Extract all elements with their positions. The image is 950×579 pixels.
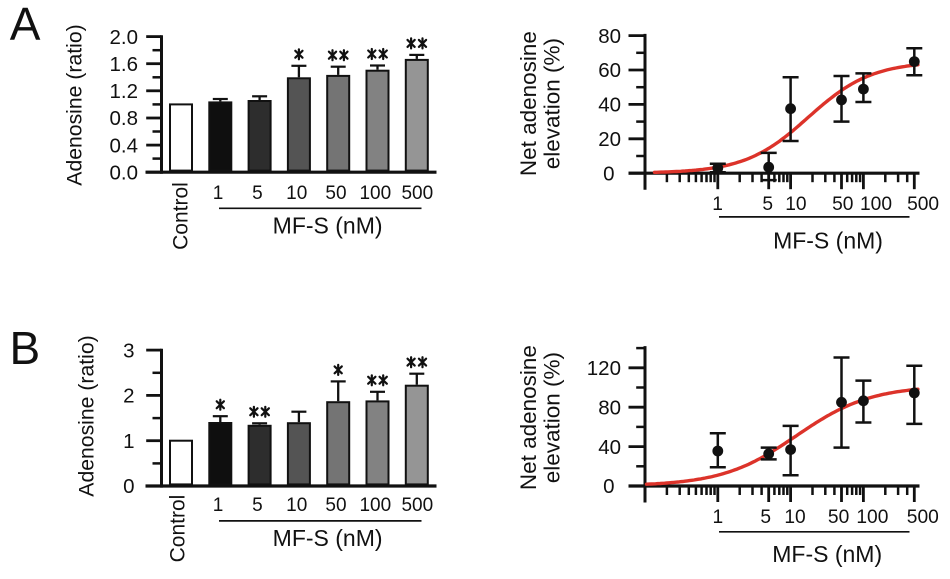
svg-text:A: A — [10, 0, 41, 50]
svg-text:50: 50 — [828, 507, 849, 528]
svg-text:Net adenosine: Net adenosine — [516, 31, 541, 176]
svg-text:1: 1 — [213, 495, 224, 516]
svg-text:MF-S (nM): MF-S (nM) — [772, 541, 882, 567]
svg-text:10: 10 — [784, 507, 805, 528]
svg-text:500: 500 — [907, 194, 939, 215]
svg-text:2: 2 — [123, 385, 134, 408]
svg-text:80: 80 — [598, 396, 621, 419]
svg-text:elevation (%): elevation (%) — [540, 352, 565, 483]
svg-text:40: 40 — [598, 436, 621, 459]
svg-text:MF-S (nM): MF-S (nM) — [273, 525, 383, 551]
svg-text:2.0: 2.0 — [110, 26, 139, 49]
svg-text:1.6: 1.6 — [110, 53, 139, 76]
svg-text:B: B — [10, 322, 41, 374]
svg-text:5: 5 — [760, 507, 771, 528]
svg-text:120: 120 — [587, 357, 621, 380]
svg-text:50: 50 — [325, 495, 346, 516]
svg-text:10: 10 — [286, 495, 307, 516]
svg-text:50: 50 — [832, 194, 853, 215]
svg-text:500: 500 — [907, 507, 939, 528]
svg-text:0: 0 — [603, 475, 614, 498]
svg-text:0: 0 — [603, 162, 614, 185]
svg-text:100: 100 — [359, 495, 391, 516]
svg-text:elevation (%): elevation (%) — [540, 38, 565, 169]
svg-text:5: 5 — [762, 194, 773, 215]
svg-text:3: 3 — [123, 339, 134, 362]
svg-text:100: 100 — [860, 194, 892, 215]
svg-text:Control: Control — [167, 495, 190, 563]
svg-text:500: 500 — [401, 495, 433, 516]
svg-text:MF-S (nM): MF-S (nM) — [273, 212, 383, 238]
svg-text:Control: Control — [170, 182, 193, 250]
svg-text:0.0: 0.0 — [110, 161, 139, 184]
svg-text:Adenosine (ratio): Adenosine (ratio) — [76, 335, 99, 496]
svg-text:1.2: 1.2 — [110, 80, 139, 103]
svg-text:20: 20 — [598, 128, 621, 151]
svg-text:Net adenosine: Net adenosine — [516, 345, 541, 490]
svg-text:40: 40 — [598, 94, 621, 117]
svg-text:10: 10 — [785, 194, 806, 215]
svg-text:1: 1 — [213, 183, 224, 204]
svg-text:Adenosine (ratio): Adenosine (ratio) — [64, 24, 87, 185]
svg-text:60: 60 — [598, 59, 621, 82]
svg-text:10: 10 — [286, 183, 307, 204]
svg-text:50: 50 — [325, 183, 346, 204]
svg-text:1: 1 — [123, 430, 134, 453]
svg-text:0.8: 0.8 — [110, 107, 139, 130]
svg-text:MF-S (nM): MF-S (nM) — [773, 227, 883, 253]
svg-text:1: 1 — [712, 507, 723, 528]
svg-text:500: 500 — [401, 183, 433, 204]
svg-text:5: 5 — [252, 495, 263, 516]
svg-text:0: 0 — [123, 475, 134, 498]
svg-text:1: 1 — [712, 194, 723, 215]
svg-text:80: 80 — [598, 25, 621, 48]
svg-text:5: 5 — [252, 183, 263, 204]
svg-text:0.4: 0.4 — [110, 134, 139, 157]
svg-text:100: 100 — [856, 507, 888, 528]
svg-text:100: 100 — [359, 183, 391, 204]
